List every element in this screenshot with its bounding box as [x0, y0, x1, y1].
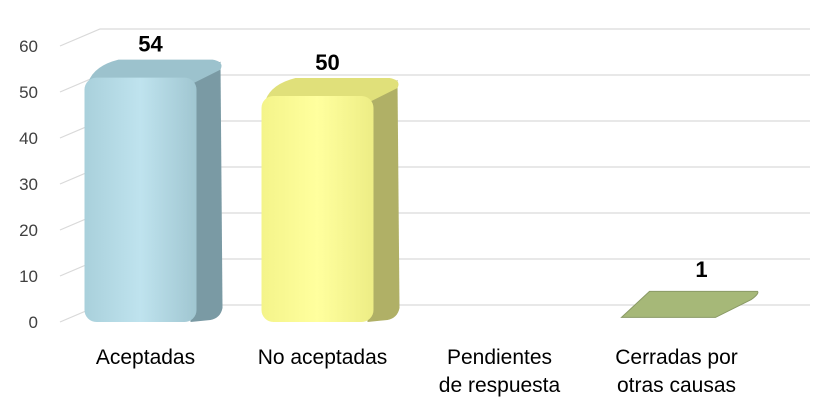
bar-side: [367, 80, 400, 322]
bar: [84, 59, 223, 322]
bar: [620, 290, 759, 318]
category-label: No aceptadas: [258, 346, 388, 369]
bar: [261, 78, 400, 322]
bar-front: [84, 77, 197, 322]
data-label: 54: [138, 32, 163, 57]
gridline: [59, 28, 810, 47]
y-tick-label: 30: [19, 175, 38, 194]
bar-front: [261, 96, 374, 322]
x-axis-categories: Aceptadas No aceptadas Pendientes de respue…: [96, 346, 738, 397]
data-label: 50: [315, 50, 339, 75]
y-tick-label: 0: [29, 313, 38, 332]
y-tick-label: 50: [19, 83, 38, 102]
bars: [84, 59, 759, 322]
data-label: 1: [695, 257, 707, 282]
data-labels: 54 50 1: [138, 32, 707, 282]
y-tick-label: 40: [19, 129, 38, 148]
category-label: Cerradas por otras causas: [615, 346, 738, 397]
y-axis-ticks: 0 10 20 30 40 50 60: [19, 37, 38, 332]
y-tick-label: 20: [19, 221, 38, 240]
bar-side: [190, 61, 223, 322]
category-label: Aceptadas: [96, 346, 195, 369]
y-tick-label: 60: [19, 37, 38, 56]
category-label: Pendientes de respuesta: [439, 346, 561, 397]
y-tick-label: 10: [19, 267, 38, 286]
